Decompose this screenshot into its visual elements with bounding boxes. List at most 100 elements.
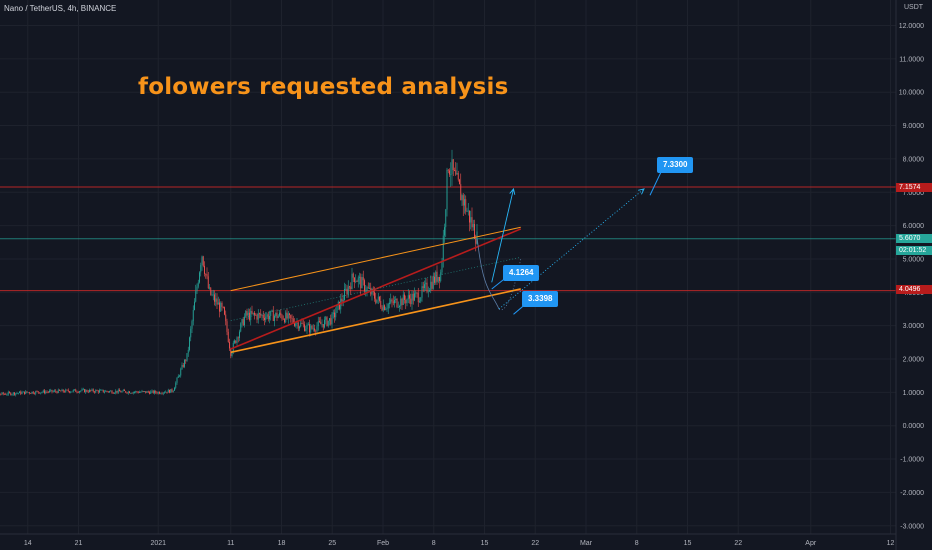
candle-body (215, 298, 217, 302)
candle-body (69, 391, 70, 393)
candle-body (12, 392, 14, 395)
candle-body (79, 391, 80, 393)
candle-body (247, 312, 249, 316)
candle-body (344, 289, 345, 301)
candle-body (236, 337, 238, 343)
price-axis[interactable]: 12.0000 11.0000 10.0000 9.0000 8.0000 7.0000 6… (899, 23, 924, 530)
candle-body (439, 276, 440, 281)
candle-body (299, 326, 300, 329)
candle-body (326, 317, 328, 326)
x-tick-label: 15 (684, 540, 692, 547)
candle-body (317, 321, 319, 327)
candle-body (397, 306, 399, 308)
candle-body (417, 293, 419, 303)
candle-body (241, 319, 243, 324)
candle-body (246, 311, 248, 316)
candle-body (71, 391, 73, 393)
price-label-resistance: 7.1574 (896, 183, 932, 192)
note-target-low[interactable]: 3.3398 (522, 291, 559, 307)
candles (0, 149, 478, 397)
candle-body (119, 389, 120, 392)
candle-body (200, 264, 202, 273)
candle-body (159, 392, 160, 394)
candle-body (115, 390, 117, 393)
candle-body (174, 387, 175, 391)
x-tick-label: 18 (278, 540, 286, 547)
candle-body (410, 298, 412, 305)
candle-body (316, 326, 318, 332)
candle-body (24, 391, 25, 394)
candle-body (451, 159, 453, 175)
candle-body (20, 391, 22, 394)
candle-body (465, 199, 467, 212)
candle-body (349, 286, 350, 288)
candle-body (145, 391, 147, 393)
candle-body (29, 392, 30, 394)
candle-body (307, 324, 309, 326)
candle-body (162, 392, 164, 394)
candle-body (89, 389, 90, 393)
candle-body (352, 273, 354, 278)
candle-body (461, 195, 463, 201)
candle-body (47, 391, 49, 393)
candle-body (312, 328, 314, 330)
candle-body (259, 313, 260, 315)
candle-body (266, 314, 268, 317)
candle-body (424, 284, 425, 289)
candle-body (217, 302, 219, 305)
candle-body (142, 391, 144, 392)
candle-body (261, 314, 263, 316)
candle-body (319, 321, 320, 322)
candle-body (177, 375, 179, 378)
candle-body (411, 293, 413, 305)
candle-body (21, 392, 23, 394)
candle-body (412, 293, 414, 301)
symbol-header[interactable]: Nano / TetherUS, 4h, BINANCE (4, 4, 117, 13)
candle-body (251, 310, 253, 314)
candle-body (2, 392, 4, 394)
candle-body (105, 390, 107, 392)
time-axis[interactable]: 14 21 2021 11 18 25 Feb 8 15 22 Mar 8 15 22 Apr 12 (24, 540, 895, 547)
candle-body (167, 389, 169, 393)
candle-body (287, 313, 289, 319)
candle-body (242, 319, 244, 326)
candle-body (239, 331, 240, 338)
candle-body (74, 389, 75, 391)
candle-body (100, 389, 102, 391)
candle-body (127, 391, 129, 394)
candle-body (469, 210, 470, 223)
candle-body (64, 391, 65, 393)
candle-body (422, 286, 424, 289)
candle-body (441, 261, 443, 273)
candle-body (87, 391, 89, 393)
candle-body (176, 377, 178, 383)
y-tick-label: 9.0000 (903, 123, 925, 130)
candle-body (106, 390, 108, 392)
candle-body (124, 390, 125, 392)
candle-body (4, 393, 5, 395)
x-tick-label: 8 (432, 540, 436, 547)
candle-body (310, 325, 312, 333)
candle-body (164, 392, 165, 394)
candle-body (86, 390, 88, 392)
candle-body (19, 391, 20, 394)
candle-body (181, 365, 183, 370)
x-tick-label: 22 (734, 540, 742, 547)
y-tick-label: 2.0000 (903, 357, 925, 364)
candle-body (109, 391, 110, 392)
candle-body (14, 392, 15, 395)
candle-body (437, 276, 439, 282)
candle-body (59, 389, 60, 391)
candle-body (456, 173, 458, 175)
candle-body (240, 323, 242, 332)
candle-body (346, 288, 348, 295)
note-target-high[interactable]: 7.3300 (657, 157, 694, 173)
candle-body (92, 389, 94, 392)
y-tick-label: 1.0000 (903, 390, 925, 397)
candle-body (356, 281, 358, 283)
note-target-mid[interactable]: 4.1264 (503, 265, 540, 281)
y-tick-label: 0.0000 (903, 423, 925, 430)
x-tick-label: Mar (580, 540, 593, 547)
candle-body (196, 286, 198, 292)
